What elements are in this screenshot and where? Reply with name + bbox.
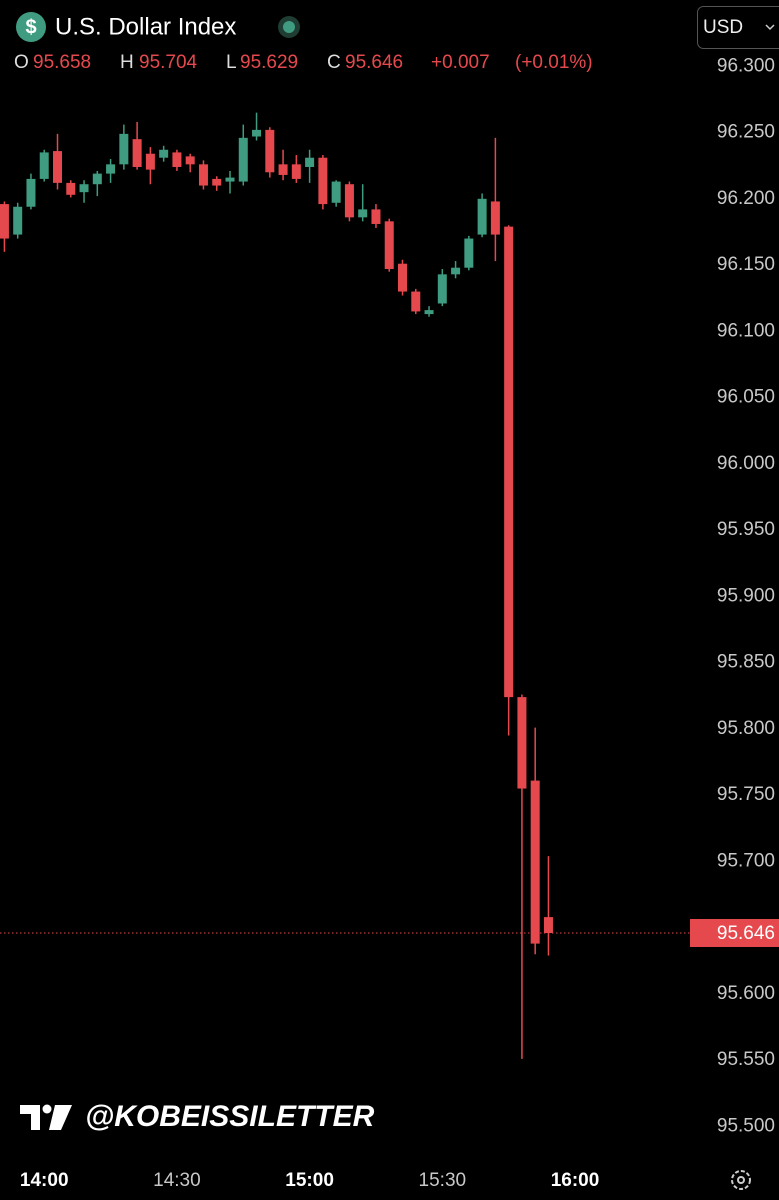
y-tick-label: 96.000 (717, 453, 775, 474)
settings-button[interactable] (731, 1170, 751, 1190)
x-tick-label: 15:30 (419, 1170, 467, 1191)
chart-title: U.S. Dollar Index (55, 13, 236, 40)
currency-chevron (765, 24, 775, 31)
candle-body (278, 164, 288, 175)
candle-body (331, 181, 341, 203)
y-tick-label: 96.200 (717, 188, 775, 209)
low-label: L (226, 52, 237, 73)
open-label: O (14, 52, 29, 73)
x-tick-label: 15:00 (285, 1170, 334, 1191)
candle-body (0, 204, 9, 239)
candle-body (132, 139, 142, 167)
candle-body (185, 156, 195, 165)
y-tick-label: 96.050 (717, 387, 775, 408)
watermark-logo (20, 1104, 72, 1130)
high-label: H (120, 52, 134, 73)
y-tick-label: 95.900 (717, 585, 775, 606)
candle-body (411, 291, 421, 312)
currency-button[interactable] (697, 6, 779, 49)
candle-body (39, 152, 49, 179)
candle-body (504, 226, 514, 698)
price-label: 95.646 (717, 923, 775, 944)
candle-body (384, 221, 394, 270)
y-tick-label: 96.300 (717, 55, 775, 76)
candle-body (490, 201, 500, 235)
candle-body (291, 164, 301, 179)
y-tick-label: 95.950 (717, 519, 775, 540)
candle-body (119, 133, 129, 165)
open-value: 95.658 (33, 52, 91, 73)
candle-body (464, 238, 474, 268)
high-value: 95.704 (139, 52, 198, 73)
candle-body (358, 209, 368, 218)
y-tick-label: 95.750 (717, 784, 775, 805)
symbol-icon (16, 12, 46, 42)
candle-body (106, 164, 116, 174)
y-tick-label: 95.600 (717, 983, 775, 1004)
change: +0.007 (431, 52, 490, 73)
candle-body (66, 182, 76, 195)
watermark: @KOBEISSILETTER (85, 1100, 375, 1133)
candle-body (318, 157, 328, 205)
close-label: C (327, 52, 341, 73)
candle-body (398, 263, 407, 292)
candle-body (92, 173, 102, 185)
candle-body (424, 310, 434, 315)
change-pct: (+0.01%) (515, 52, 593, 73)
candle-body (79, 184, 89, 193)
candle-body (238, 137, 248, 182)
candle-body (13, 206, 23, 235)
y-tick-label: 95.700 (717, 850, 775, 871)
status-dot (283, 21, 295, 33)
y-tick-label: 95.800 (717, 718, 775, 739)
y-tick-label: 96.250 (717, 122, 775, 143)
candle-body (225, 177, 235, 182)
candle-body (212, 178, 222, 186)
candle-body (145, 153, 155, 170)
candle-body (517, 697, 527, 789)
y-tick-label: 96.100 (717, 320, 775, 341)
candle-body (543, 917, 553, 934)
candle-body (477, 198, 487, 235)
symbol-icon-glyph: $ (25, 16, 36, 38)
candle-body (198, 164, 208, 186)
y-tick-label: 96.150 (717, 254, 775, 275)
price-label-box (690, 919, 779, 948)
y-tick-label: 95.550 (717, 1049, 775, 1070)
y-tick-label: 95.850 (717, 652, 775, 673)
candle-body (159, 149, 169, 158)
x-tick-label: 14:30 (153, 1170, 201, 1191)
candle-body (172, 152, 182, 167)
candle-body (305, 157, 315, 167)
x-tick-label: 14:00 (20, 1170, 69, 1191)
x-tick-label: 16:00 (551, 1170, 600, 1191)
candle-body (53, 151, 62, 183)
candle-body (437, 274, 447, 304)
candle-body (265, 129, 275, 173)
candle-body (371, 209, 381, 224)
currency-label[interactable]: USD (703, 17, 743, 38)
candle-body (451, 267, 461, 275)
candle-body (530, 780, 540, 944)
candle-body (252, 129, 262, 137)
low-value: 95.629 (240, 52, 298, 73)
candle-body (26, 178, 36, 207)
close-value: 95.646 (345, 52, 403, 73)
y-tick-label: 95.500 (717, 1116, 775, 1137)
candle-body (344, 184, 354, 218)
